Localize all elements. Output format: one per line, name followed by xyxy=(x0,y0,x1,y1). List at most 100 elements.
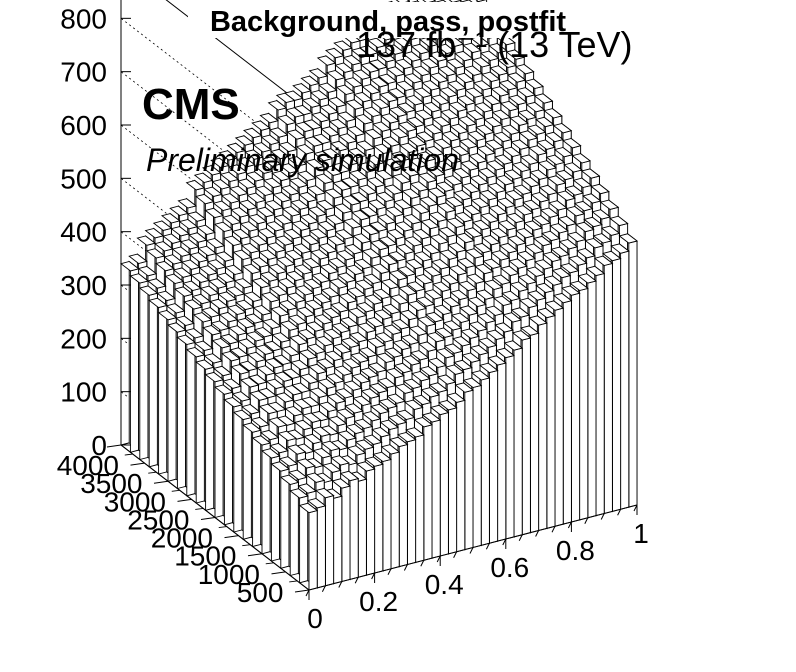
bar-top-face xyxy=(489,227,510,238)
bar-top-face xyxy=(319,104,339,115)
bar-top-face xyxy=(313,314,334,325)
bar-top-face xyxy=(279,474,300,485)
bar-top-face xyxy=(474,263,494,275)
bar-top-face xyxy=(522,199,542,211)
bar-top-face xyxy=(400,166,420,177)
bar-top-face xyxy=(434,160,454,171)
bar-top-face xyxy=(440,274,460,285)
bar-top-face xyxy=(455,232,476,244)
bar-top-face xyxy=(264,200,284,211)
bar-top-face xyxy=(277,278,297,289)
bar-top-face xyxy=(524,243,545,254)
bar-top-face xyxy=(448,101,468,112)
bar-top-face xyxy=(321,148,342,159)
bar-top-face xyxy=(367,199,387,210)
bar-top-face xyxy=(169,205,189,216)
y-tick xyxy=(153,480,169,484)
bar-top-face xyxy=(255,206,276,218)
bar-top-face xyxy=(436,202,457,213)
z-tick-label: 400 xyxy=(60,217,107,248)
bar-top-face xyxy=(516,87,536,98)
lego-bar xyxy=(148,297,168,475)
bar-top-face xyxy=(247,213,268,225)
bar-top-face xyxy=(474,102,494,113)
bar-top-face xyxy=(577,273,598,284)
bar-top-face xyxy=(171,246,192,257)
bar-top-face xyxy=(499,100,520,112)
bar-top-face xyxy=(448,265,469,276)
lego-bar xyxy=(166,321,187,490)
bar-top-face xyxy=(251,277,272,289)
bar-top-face xyxy=(437,226,458,238)
bar-top-face xyxy=(191,293,212,305)
bar-top-face xyxy=(343,380,363,391)
bar-top-face xyxy=(265,221,286,232)
bar-top-face xyxy=(360,224,380,236)
lego-bar xyxy=(544,299,565,527)
bar-top-face xyxy=(442,153,463,164)
bar-top-face xyxy=(164,273,185,284)
bar-top-face xyxy=(322,165,343,176)
bar-top-face xyxy=(153,241,174,252)
bar-top-face xyxy=(477,167,498,179)
bar-top-face xyxy=(185,180,206,191)
bar-top-face xyxy=(279,320,300,331)
bar-top-face xyxy=(328,278,349,289)
bar-top-face xyxy=(358,347,378,358)
bar-top-face xyxy=(468,321,489,332)
y-tick-label: 4000 xyxy=(57,450,119,481)
lego-bar xyxy=(232,409,253,540)
bar-top-face xyxy=(216,272,236,283)
bar-top-face xyxy=(356,322,377,333)
bar-top-face xyxy=(364,294,384,305)
bar-top-face xyxy=(353,91,373,103)
bar-top-face xyxy=(343,77,364,88)
bar-top-face xyxy=(226,304,247,315)
bar-top-face xyxy=(179,239,200,250)
bar-top-face xyxy=(346,125,366,137)
bar-top-face xyxy=(481,71,501,82)
bar-top-face xyxy=(219,171,240,182)
bar-top-face xyxy=(347,147,368,159)
bar-top-face xyxy=(450,312,471,323)
bar-top-face xyxy=(339,470,360,482)
bar-top-face xyxy=(320,287,341,298)
bar-top-face xyxy=(298,502,319,514)
bar-top-face xyxy=(475,124,495,135)
bar-top-face xyxy=(305,472,326,483)
bar-top-face xyxy=(585,265,606,277)
bar-top-face xyxy=(316,220,337,232)
x-minor-tick xyxy=(436,555,441,563)
bar-top-face xyxy=(308,228,329,239)
bar-top-face xyxy=(298,349,319,360)
bar-front-face xyxy=(456,399,466,553)
y-tick xyxy=(247,553,263,557)
bar-top-face xyxy=(408,157,429,168)
bar-top-face xyxy=(390,151,411,162)
bar-top-face xyxy=(609,215,629,227)
bar-top-face xyxy=(438,249,459,260)
bar-top-face xyxy=(498,79,519,91)
bar-top-face xyxy=(557,215,578,227)
bar-front-face xyxy=(611,258,622,512)
x-minor-tick xyxy=(617,509,622,516)
bar-top-face xyxy=(396,266,417,277)
bar-front-face xyxy=(357,478,367,578)
bar-top-face xyxy=(543,275,564,286)
bar-top-face xyxy=(278,141,298,153)
bar-top-face xyxy=(425,166,446,177)
bar-top-face xyxy=(376,214,397,225)
bar-top-face xyxy=(196,224,216,235)
bar-top-face xyxy=(369,239,390,251)
bar-top-face xyxy=(341,195,362,206)
bar-top-face xyxy=(359,367,380,378)
bar-top-face xyxy=(252,305,273,316)
bar-top-face xyxy=(276,114,297,126)
lego-bar xyxy=(289,487,309,584)
bar-top-face xyxy=(482,94,502,106)
bar-top-face xyxy=(529,169,549,180)
chart-title: Background, pass, postfit xyxy=(209,6,567,38)
bar-top-face xyxy=(281,368,302,379)
bar-top-face xyxy=(361,248,382,259)
bar-top-face xyxy=(618,233,639,244)
